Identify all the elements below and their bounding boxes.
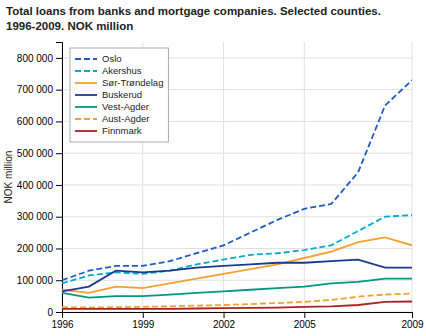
- legend-item: Oslo: [75, 53, 122, 64]
- y-tick-label: 600 000: [17, 116, 54, 127]
- legend-swatch: [75, 70, 97, 72]
- legend-item: Vest-Agder: [75, 101, 149, 112]
- y-axis: 0 100 000 200 000 300 000 400 000 500 000 600 …: [17, 43, 63, 318]
- y-tick-label: 300 000: [17, 211, 54, 222]
- y-tick-mark: [56, 58, 62, 59]
- x-axis: 1996 1999 2002 2005 2009: [51, 312, 424, 330]
- y-axis-label: NOK million: [3, 151, 14, 204]
- x-tick-label: 2002: [213, 319, 236, 330]
- y-tick: 200 000: [17, 243, 62, 254]
- y-axis-line: [56, 43, 63, 313]
- title: Total loans from banks and mortgage comp…: [6, 5, 381, 17]
- y-tick-label: 200 000: [17, 243, 54, 254]
- y-tick-label: 700 000: [17, 84, 54, 95]
- legend-swatch: [75, 94, 97, 96]
- legend-label: Akershus: [102, 65, 142, 76]
- legend: OsloAkershusSør-TrøndelagBuskerudVest-Ag…: [70, 48, 168, 142]
- plot: 1996 1999 2002 2005 2009 0 100 000 200 000 300 0…: [17, 42, 424, 330]
- legend-label: Buskerud: [102, 89, 142, 100]
- y-tick-label: 800 000: [17, 53, 54, 64]
- series-line: [62, 260, 412, 292]
- legend-label: Finnmark: [102, 125, 142, 136]
- y-tick: 500 000: [17, 148, 62, 159]
- legend-item: Aust-Agder: [75, 113, 150, 124]
- y-tick-mark: [56, 90, 62, 91]
- legend-item: Finnmark: [75, 125, 142, 136]
- grid-line-x: [304, 42, 305, 312]
- x-tick-mark: [304, 312, 305, 318]
- y-tick: 0: [47, 307, 62, 318]
- legend-swatch: [75, 118, 97, 120]
- series-line: [62, 302, 412, 309]
- grid-line-y: [62, 280, 412, 281]
- x-tick-label: 2009: [401, 319, 424, 330]
- legend-swatch: [75, 130, 97, 132]
- x-tick-mark: [224, 312, 225, 318]
- y-tick: 700 000: [17, 84, 62, 95]
- grid-line-x: [412, 42, 413, 312]
- y-tick-label: 400 000: [17, 180, 54, 191]
- grid-line-y: [62, 248, 412, 249]
- grid-line-x: [223, 42, 224, 312]
- y-tick: 800 000: [17, 53, 62, 64]
- y-tick-mark: [56, 153, 62, 154]
- series-line: [62, 80, 412, 280]
- legend-item: Sør-Trøndelag: [75, 77, 163, 88]
- subtitle: 1996-2009. NOK million: [6, 20, 133, 32]
- y-tick: 300 000: [17, 211, 62, 222]
- y-tick: 600 000: [17, 116, 62, 127]
- y-tick-mark: [56, 185, 62, 186]
- chart: Total loans from banks and mortgage comp…: [0, 0, 426, 336]
- series-line: [62, 215, 412, 283]
- legend-swatch: [75, 58, 97, 60]
- lines: [62, 80, 412, 309]
- series-line: [62, 279, 412, 298]
- x-tick: 1996: [51, 312, 74, 330]
- grid-line-y: [62, 216, 412, 217]
- legend-label: Sør-Trøndelag: [102, 77, 163, 88]
- y-tick-mark: [56, 121, 62, 122]
- legend-item: Akershus: [75, 65, 142, 76]
- x-tick-label: 1996: [51, 319, 74, 330]
- legend-label: Aust-Agder: [102, 113, 150, 124]
- x-tick: 1999: [132, 312, 155, 330]
- legend-label: Oslo: [102, 53, 122, 64]
- legend-swatch: [75, 106, 97, 108]
- legend-item: Buskerud: [75, 89, 142, 100]
- x-tick: 2009: [401, 312, 424, 330]
- x-tick-label: 1999: [132, 319, 155, 330]
- x-tick-mark: [143, 312, 144, 318]
- y-tick-label: 500 000: [17, 148, 54, 159]
- y-tick-mark: [56, 312, 62, 313]
- y-tick: 400 000: [17, 180, 62, 191]
- y-tick-label: 0: [47, 307, 53, 318]
- legend-swatch: [75, 82, 97, 84]
- x-tick-mark: [412, 312, 413, 318]
- legend-label: Vest-Agder: [102, 101, 149, 112]
- y-tick: 100 000: [17, 275, 62, 286]
- x-tick: 2002: [213, 312, 236, 330]
- legend-box: [70, 48, 168, 142]
- grid-line-y: [62, 184, 412, 185]
- series-line: [62, 237, 412, 293]
- x-axis-line: [63, 313, 413, 319]
- x-tick: 2005: [294, 312, 317, 330]
- y-tick-mark: [56, 248, 62, 249]
- x-tick-label: 2005: [294, 319, 317, 330]
- grid-line-y: [62, 153, 412, 154]
- y-tick-mark: [56, 217, 62, 218]
- y-tick-mark: [56, 280, 62, 281]
- grid: [62, 42, 412, 312]
- y-tick-label: 100 000: [17, 275, 54, 286]
